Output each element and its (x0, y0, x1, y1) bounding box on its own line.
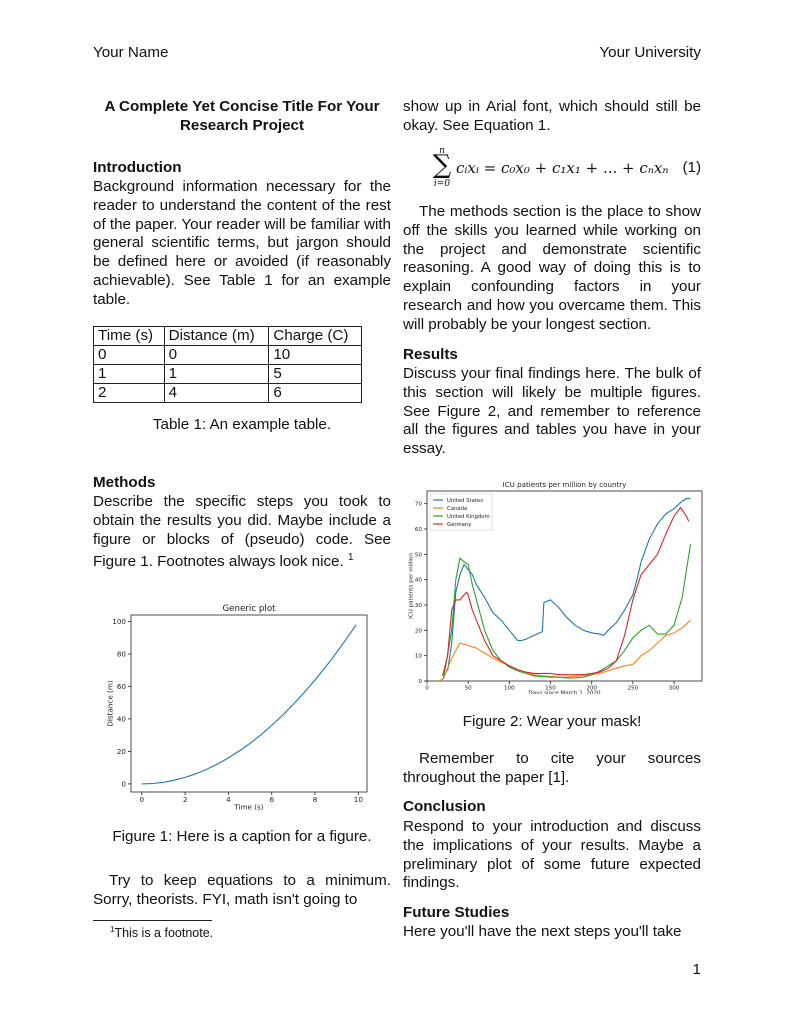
x-tick-label: 200 (586, 686, 597, 692)
methods-text: Describe the specific steps you took to … (93, 493, 391, 572)
y-tick-label: 100 (112, 617, 126, 626)
x-tick-label: 6 (269, 795, 274, 804)
plot-frame (426, 490, 703, 682)
x-tick-label: 10 (354, 795, 364, 804)
table-header: Distance (m) (163, 326, 270, 346)
y-axis-label: Distance (m) (105, 680, 114, 727)
x-axis-label: Days since March 1, 2020 (528, 690, 601, 694)
x-tick-label: 300 (669, 686, 680, 692)
table-row: 0 0 10 (93, 345, 362, 365)
x-tick-label: 2 (183, 795, 188, 804)
series-line-united-states (447, 498, 691, 671)
table-cell: 1 (163, 364, 270, 384)
table-cell: 0 (93, 345, 165, 365)
conclusion-text: Respond to your introduction and discuss… (403, 818, 701, 892)
series-line-data (141, 624, 357, 785)
table-cell: 1 (93, 364, 165, 384)
example-table: Time (s) Distance (m) Charge (C) 0 0 10 … (93, 326, 362, 403)
footnote-number: 1 (110, 925, 115, 934)
figure-1-caption: Figure 1: Here is a caption for a figure… (112, 828, 372, 845)
sum-symbol: ∑ (432, 150, 452, 180)
x-tick-label: 8 (313, 795, 318, 804)
table-cell: 5 (268, 364, 362, 384)
table-cell: 0 (163, 345, 270, 365)
equation-1: n ∑ i=0 cᵢxᵢ = c₀x₀ + c₁x₁ + ... + cₙxₙ … (430, 146, 701, 192)
table-row: 1 1 5 (93, 364, 362, 384)
footnote-text: This is a footnote. (114, 926, 214, 941)
table-header-row: Time (s) Distance (m) Charge (C) (93, 326, 362, 346)
table-cell: 6 (268, 383, 362, 403)
x-axis-label: Time (s) (233, 802, 263, 811)
table-cell: 10 (268, 345, 362, 365)
equations-text: Try to keep equations to a minimum. Sorr… (93, 872, 391, 908)
y-tick-label: 20 (117, 747, 127, 756)
future-studies-text: Here you'll have the next steps you'll t… (403, 923, 682, 940)
y-tick-label: 20 (415, 628, 423, 634)
methods-heading: Methods (93, 474, 156, 491)
x-tick-label: 50 (465, 686, 473, 692)
y-tick-label: 80 (117, 649, 127, 658)
footnote: 1This is a footnote. (110, 925, 213, 940)
y-tick-label: 60 (415, 527, 423, 533)
legend-entry: United States (447, 498, 483, 504)
introduction-text: Background information necessary for the… (93, 178, 392, 308)
page-number: 1 (692, 961, 701, 978)
table-header: Charge (C) (268, 326, 362, 346)
results-text: Discuss your final findings here. The bu… (403, 365, 701, 458)
y-tick-label: 70 (415, 502, 423, 508)
legend-entry: Germany (447, 522, 471, 528)
table-caption: Table 1: An example table. (152, 416, 332, 433)
y-tick-label: 60 (117, 682, 127, 691)
x-tick-label: 100 (504, 686, 515, 692)
footnote-rule (93, 920, 212, 921)
y-tick-label: 50 (415, 552, 423, 558)
legend-entry: Canada (447, 506, 467, 512)
y-tick-label: 0 (418, 679, 422, 685)
cite-text: Remember to cite your sources throughout… (403, 750, 701, 786)
y-axis-label: ICU patients per million (408, 553, 414, 619)
x-tick-label: 0 (425, 686, 429, 692)
footnote-mark: 1 (347, 552, 354, 564)
figure-2-caption: Figure 2: Wear your mask! (462, 713, 642, 730)
x-tick-label: 0 (140, 795, 145, 804)
y-tick-label: 10 (415, 654, 423, 660)
header-author: Your Name (93, 44, 169, 61)
future-studies-heading: Future Studies (403, 904, 510, 921)
sum-lower-limit: i=0 (433, 179, 451, 189)
plot-frame (130, 614, 368, 793)
figure-2-icu-plot: ICU patients per million by country Days … (408, 480, 703, 694)
introduction-heading: Introduction (93, 159, 182, 176)
y-tick-label: 40 (117, 714, 127, 723)
methods-continued-text: The methods section is the place to show… (403, 203, 701, 333)
table-cell: 4 (163, 383, 270, 403)
equation-number: (1) (682, 159, 701, 176)
arial-text: show up in Arial font, which should stil… (403, 98, 701, 134)
legend-entry: United Kingdom (447, 514, 490, 520)
table-row: 2 4 6 (93, 383, 362, 403)
x-tick-label: 4 (226, 795, 231, 804)
table-cell: 2 (93, 383, 165, 403)
results-heading: Results (403, 346, 458, 363)
chart-title: Generic plot (222, 604, 276, 614)
table-header: Time (s) (93, 326, 165, 346)
paper-title: A Complete Yet Concise Title For Your Re… (104, 98, 380, 134)
x-tick-label: 250 (627, 686, 638, 692)
sum-upper-limit: n (439, 146, 445, 156)
series-line-germany (442, 506, 690, 677)
conclusion-heading: Conclusion (403, 798, 486, 815)
methods-text-body: Describe the specific steps you took to … (93, 493, 391, 571)
header-university: Your University (599, 44, 701, 61)
series-line-united-kingdom (442, 544, 692, 679)
y-tick-label: 0 (121, 779, 126, 788)
equation-body: cᵢxᵢ = c₀x₀ + c₁x₁ + ... + cₙxₙ (456, 159, 669, 177)
chart-title: ICU patients per million by country (503, 480, 627, 489)
y-tick-label: 30 (415, 603, 423, 609)
x-tick-label: 150 (545, 686, 556, 692)
y-tick-label: 40 (415, 578, 423, 584)
